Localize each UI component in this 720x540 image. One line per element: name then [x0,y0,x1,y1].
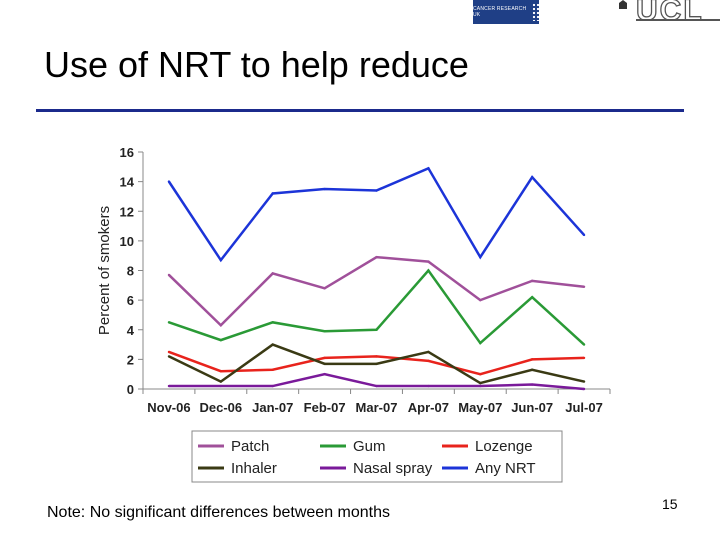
data-point-gum [375,328,378,331]
data-point-inhaler [323,362,326,366]
data-point-lozenge [167,350,171,354]
y-tick-label: 2 [127,352,134,367]
data-point-lozenge [582,356,586,360]
y-tick-label: 8 [127,264,134,279]
ucl-logo: UCL [618,0,720,28]
series-line-any-nrt [167,166,585,263]
data-point-inhaler [479,381,482,385]
data-point-gum [167,321,171,324]
data-point-gum [271,321,274,324]
data-point-any-nrt [582,233,586,237]
data-point-any-nrt [375,189,378,192]
data-point-nasal-spray [271,384,274,388]
data-point-inhaler [427,350,430,354]
data-point-gum [582,343,586,346]
data-point-nasal-spray [582,387,586,391]
x-tick-label: Dec-06 [200,400,243,415]
data-point-patch [427,260,430,263]
data-point-patch [479,298,482,302]
series-line-patch [168,255,585,328]
title-divider [36,109,684,112]
data-point-patch [323,287,326,290]
x-tick-label: Jul-07 [565,400,603,415]
data-point-lozenge [271,368,274,371]
data-point-inhaler [375,362,378,366]
data-point-patch [375,255,378,259]
chart-lines [167,166,586,391]
data-point-patch [582,285,586,288]
ucl-logo-text: UCL [635,0,704,28]
x-tick-label: Mar-07 [356,400,398,415]
x-tick-label: Feb-07 [304,400,346,415]
data-point-lozenge [375,355,378,358]
data-point-nasal-spray [167,384,171,388]
y-tick-label: 14 [120,175,135,190]
data-point-patch [271,272,274,275]
data-point-any-nrt [323,187,326,191]
ucl-crest-icon [619,0,627,9]
data-point-nasal-spray [323,372,326,376]
data-point-gum [323,330,326,333]
data-point-inhaler [271,343,274,346]
legend-label-patch: Patch [231,438,269,455]
data-point-patch [219,324,223,327]
data-point-patch [167,273,171,277]
legend-label-inhaler: Inhaler [231,460,277,477]
data-point-patch [530,279,534,283]
data-point-inhaler [167,355,171,358]
data-point-lozenge [479,372,482,376]
legend-label-nasal-spray: Nasal spray [353,460,433,477]
data-point-lozenge [219,370,223,373]
cancer-research-uk-logo-text: CANCER RESEARCH UK [473,6,527,18]
chart-axes: 0 2 4 6 8 10 12 14 16 Nov-06 Dec-06 Jan-07 Feb-07 Mar… [96,145,611,415]
y-tick-label: 10 [120,234,134,249]
data-point-any-nrt [167,180,171,183]
legend-box [191,430,563,483]
data-point-gum [530,295,534,299]
cancer-research-uk-logo: CANCER RESEARCH UK [473,0,539,24]
data-point-any-nrt [530,175,534,179]
slide-title: Use of NRT to help reduce [44,44,469,85]
data-point-gum [479,341,482,345]
data-point-any-nrt [427,167,430,170]
logo-dots-icon [531,3,539,21]
x-tick-label: Apr-07 [408,400,449,415]
y-tick-label: 4 [127,323,135,338]
data-point-lozenge [323,356,326,360]
data-point-inhaler [530,368,534,371]
series-line-gum [168,268,585,346]
page-number: 15 [662,496,678,512]
data-point-any-nrt [271,192,274,195]
data-point-inhaler [219,380,223,383]
y-tick-label: 0 [127,382,134,397]
y-tick-label: 16 [120,145,134,160]
data-point-nasal-spray [219,384,223,388]
data-point-lozenge [530,358,534,361]
data-point-any-nrt [219,258,223,262]
data-point-gum [219,338,223,342]
data-point-nasal-spray [479,384,482,388]
data-point-gum [427,269,430,272]
x-tick-label: Nov-06 [147,400,190,415]
footnote: Note: No significant differences between… [47,504,391,521]
y-tick-label: 12 [120,204,134,219]
legend-label-any-nrt: Any NRT [475,460,536,477]
x-tick-label: Jun-07 [511,400,553,415]
legend-label-gum: Gum [353,438,386,455]
y-axis-label: Percent of smokers [96,206,113,335]
data-point-nasal-spray [530,383,534,386]
chart-legend: Patch Gum Lozenge Inhaler Nasal spray Any NRT [191,430,563,483]
data-point-nasal-spray [427,384,430,388]
legend-label-lozenge: Lozenge [475,438,533,455]
data-point-any-nrt [479,255,482,259]
data-point-lozenge [427,359,430,363]
data-point-nasal-spray [375,384,378,388]
x-tick-label: Jan-07 [252,400,293,415]
x-tick-label: May-07 [458,400,502,415]
data-point-inhaler [582,380,586,383]
y-tick-label: 6 [127,293,134,308]
ucl-logo-underline [636,19,720,21]
